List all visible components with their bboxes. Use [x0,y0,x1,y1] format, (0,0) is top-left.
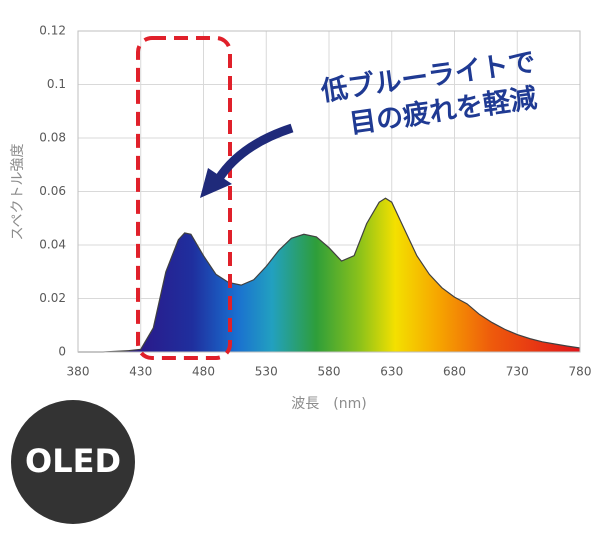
highlight-box [136,36,232,360]
y-tick-label: 0.12 [39,24,66,38]
x-tick-label: 630 [380,365,403,379]
annotation: 低ブルーライトで 目の疲れを軽減 [318,46,539,140]
x-tick-label: 780 [569,365,592,379]
y-tick-label: 0.06 [39,184,66,198]
y-tick-label: 0.04 [39,238,66,252]
arrow-head [200,168,232,198]
y-tick-label: 0.1 [47,77,66,91]
x-tick-label: 530 [255,365,278,379]
line [78,197,581,353]
x-tick-label: 580 [318,365,341,379]
area [78,198,580,352]
y-axis-title: スペクトル強度 [10,143,26,240]
plot-border [77,30,581,353]
y-tick-label: 0 [58,345,66,359]
x-tick-label: 480 [192,365,215,379]
x-axis-title: 波長 (nm) [291,396,366,412]
x-tick-label: 680 [443,365,466,379]
x-tick-label: 730 [506,365,529,379]
y-tick-label: 0.08 [39,131,66,145]
arrow [214,123,294,183]
y-tick-label: 0.02 [39,291,66,305]
x-tick-label: 380 [67,365,90,379]
badge-text: OLED [25,442,121,480]
badge-circle [11,400,135,524]
x-tick-label: 430 [129,365,152,379]
